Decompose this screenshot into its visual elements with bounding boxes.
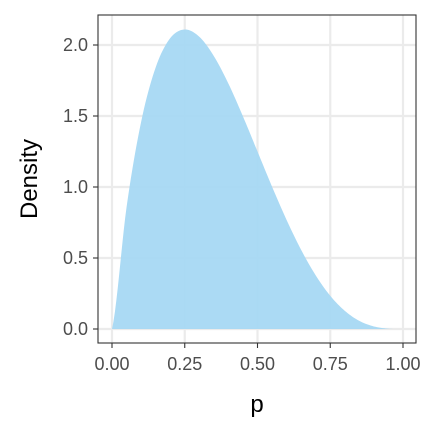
y-axis-title: Density	[16, 139, 43, 219]
y-axis: 0.0 0.5 1.0 1.5 2.0	[63, 35, 98, 339]
area-layer	[112, 29, 403, 330]
x-tick-label: 1.00	[385, 354, 420, 374]
x-tick-label: 0.25	[167, 354, 202, 374]
x-tick-label: 0.50	[240, 354, 275, 374]
y-tick-label: 0.0	[63, 319, 88, 339]
density-area	[112, 29, 403, 330]
y-tick-label: 1.5	[63, 106, 88, 126]
y-tick-label: 2.0	[63, 35, 88, 55]
y-tick-label: 0.5	[63, 248, 88, 268]
x-axis-title: p	[250, 391, 263, 418]
y-tick-label: 1.0	[63, 177, 88, 197]
x-tick-label: 0.00	[94, 354, 129, 374]
x-tick-label: 0.75	[313, 354, 348, 374]
x-axis: 0.00 0.25 0.50 0.75 1.00	[94, 343, 421, 374]
